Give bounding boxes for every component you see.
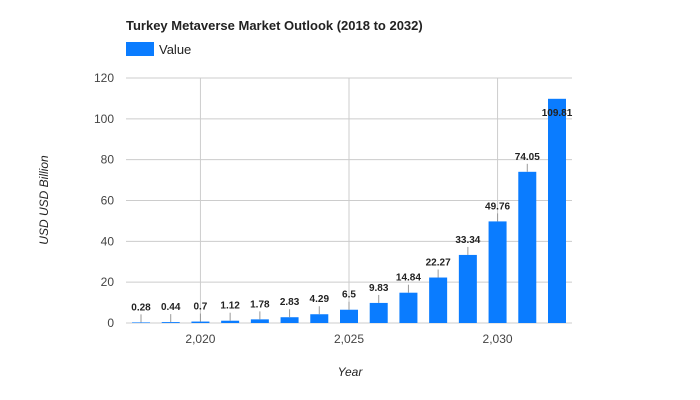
bar[interactable] [399, 292, 418, 323]
data-label: 109.81 [542, 108, 573, 119]
bars [132, 98, 566, 323]
bar[interactable] [458, 254, 477, 323]
y-tick-label: 120 [94, 71, 114, 85]
bar[interactable] [221, 320, 240, 323]
bar[interactable] [191, 321, 210, 323]
bar[interactable] [250, 319, 269, 323]
bar[interactable] [488, 221, 507, 323]
data-label: 22.27 [426, 258, 451, 269]
bar[interactable] [548, 98, 566, 323]
y-tick-label: 40 [101, 234, 115, 248]
data-label: 14.84 [396, 273, 421, 284]
bar[interactable] [518, 171, 537, 323]
y-tick-label: 0 [107, 316, 114, 330]
data-label: 6.5 [342, 290, 356, 301]
data-label: 9.83 [369, 283, 389, 294]
y-tick-label: 100 [94, 112, 114, 126]
data-label: 2.83 [280, 297, 300, 308]
bar[interactable] [161, 322, 180, 323]
data-label: 49.76 [485, 201, 510, 212]
y-tick-label: 20 [101, 275, 115, 289]
data-label: 74.05 [515, 152, 540, 163]
data-label: 1.78 [250, 299, 270, 310]
legend[interactable]: Value [126, 41, 191, 57]
data-label: 0.44 [161, 302, 181, 313]
bar[interactable] [429, 277, 448, 323]
x-tick-label: 2,025 [334, 332, 364, 346]
axis-ticks: 0 20 40 60 80 100 120 2,020 2,025 2,030 [94, 71, 513, 346]
bar[interactable] [310, 314, 329, 323]
x-axis-title: Year [338, 365, 364, 379]
data-label: 4.29 [310, 294, 330, 305]
y-tick-label: 80 [101, 153, 115, 167]
x-tick-label: 2,030 [483, 332, 513, 346]
data-label: 33.34 [455, 235, 480, 246]
legend-label-value: Value [159, 41, 192, 57]
legend-swatch [126, 42, 154, 56]
chart-title: Turkey Metaverse Market Outlook (2018 to… [126, 18, 423, 33]
data-label: 1.12 [220, 301, 240, 312]
bar[interactable] [369, 302, 388, 323]
data-labels: 0.28 0.44 0.7 1.12 1.78 2.83 4.29 6.5 9.83 14.84 2… [131, 108, 573, 323]
bar[interactable] [340, 309, 358, 323]
bar[interactable] [132, 322, 150, 323]
data-label: 0.28 [131, 302, 151, 313]
bar[interactable] [280, 317, 299, 323]
x-tick-label: 2,020 [185, 332, 215, 346]
y-axis-title: USD USD Billion [37, 155, 51, 245]
data-label: 0.7 [193, 302, 207, 313]
y-tick-label: 60 [101, 194, 115, 208]
